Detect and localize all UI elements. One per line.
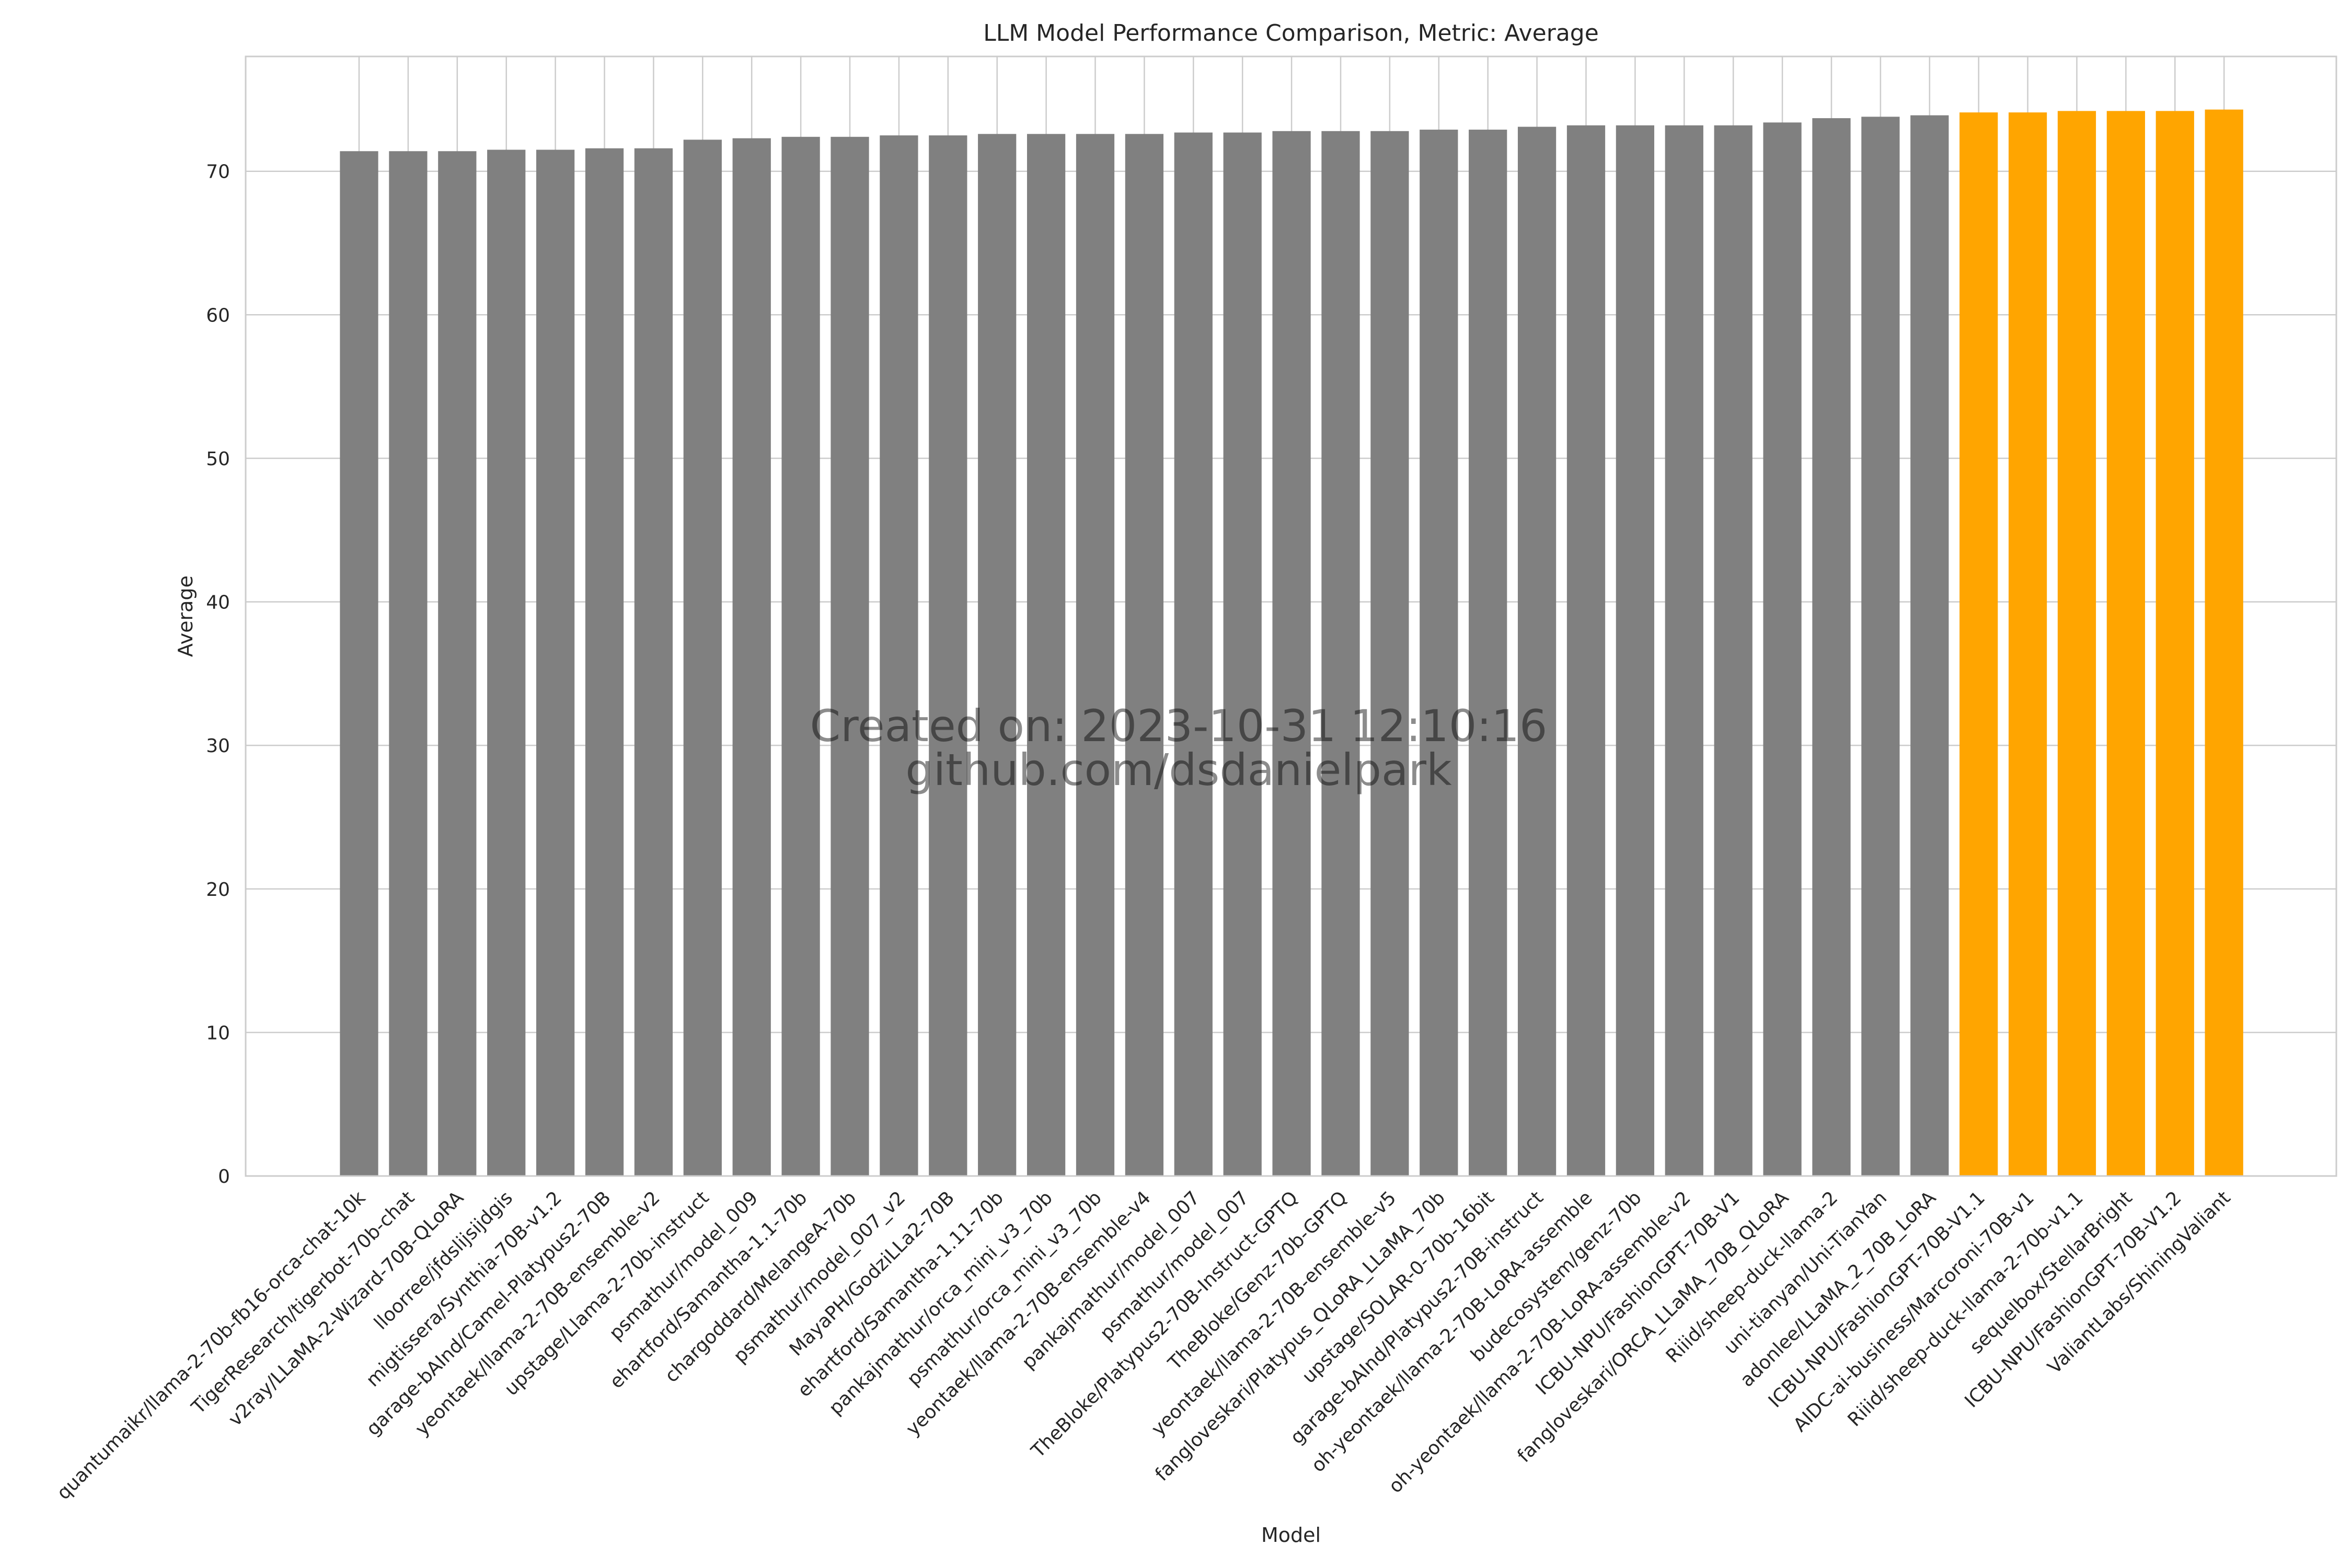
- y-tick-label: 50: [206, 448, 230, 470]
- bar: [2205, 109, 2243, 1177]
- bar: [2008, 112, 2047, 1177]
- bar: [536, 149, 575, 1176]
- watermark-source: github.com/dsdanielpark: [905, 744, 1452, 795]
- y-tick-label: 30: [206, 735, 230, 757]
- bar: [438, 151, 477, 1177]
- bar: [1763, 122, 1802, 1176]
- chart-title: LLM Model Performance Comparison, Metric…: [983, 20, 1599, 47]
- bar: [1076, 134, 1115, 1177]
- y-tick-label: 10: [206, 1022, 230, 1044]
- bar: [1125, 134, 1164, 1177]
- bar: [978, 134, 1017, 1177]
- bar: [1223, 132, 1262, 1177]
- bar: [1174, 132, 1213, 1177]
- bar: [1714, 125, 1753, 1176]
- y-axis-ticks: 0 10 20 30 40 50 60 70: [206, 162, 230, 1187]
- y-tick-label: 70: [206, 162, 230, 183]
- bar: [732, 138, 771, 1176]
- bar: [2155, 111, 2194, 1176]
- bar: [1616, 125, 1655, 1176]
- bar: [831, 136, 869, 1176]
- y-tick-label: 20: [206, 879, 230, 901]
- bar: [929, 135, 967, 1176]
- bar: [2057, 111, 2096, 1176]
- bar: [1027, 134, 1066, 1177]
- bar: [1959, 112, 1998, 1177]
- bar: [683, 140, 722, 1177]
- bar: [1566, 125, 1606, 1176]
- bar: [1861, 117, 1900, 1176]
- bar: [340, 151, 378, 1177]
- bar: [1812, 118, 1851, 1177]
- plot-frame: [245, 55, 2337, 1177]
- bar: [2106, 111, 2146, 1176]
- bar: [1272, 131, 1311, 1176]
- y-tick-label: 60: [206, 305, 230, 326]
- watermark-date: Created on: 2023-10-31 12:10:16: [810, 700, 1548, 752]
- bar: [487, 149, 526, 1176]
- bar: [1517, 126, 1557, 1177]
- bar: [634, 148, 673, 1176]
- y-tick-label: 0: [218, 1166, 230, 1187]
- bars: [340, 109, 2243, 1177]
- bar: [389, 151, 428, 1177]
- bar: [585, 148, 624, 1176]
- y-axis-label: Average: [174, 575, 197, 657]
- bar: [1469, 130, 1507, 1177]
- bar: [1420, 130, 1458, 1177]
- bar: [1321, 131, 1360, 1176]
- x-axis-label: Model: [1261, 1524, 1321, 1547]
- y-tick-label: 40: [206, 592, 230, 614]
- bar: [1665, 125, 1703, 1176]
- bar: [781, 136, 820, 1176]
- bar: [880, 135, 918, 1176]
- bar: [1370, 131, 1409, 1176]
- bar: [1910, 115, 1949, 1177]
